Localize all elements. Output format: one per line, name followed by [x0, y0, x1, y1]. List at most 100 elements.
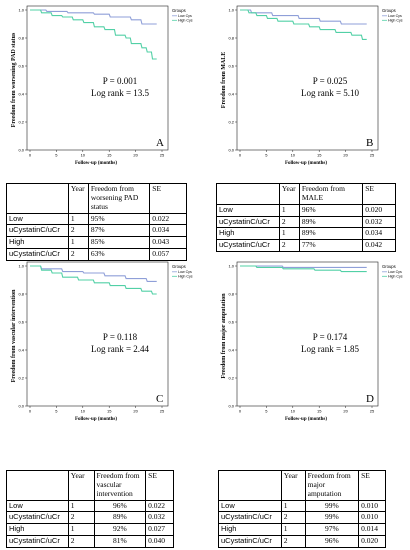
km-chart-d: 0.0 0.2 0.4 0.6 0.8 1.0 0 5 10 15 20 25 Follow-up (m…	[221, 261, 403, 422]
y-tick-label: 0.8	[228, 35, 234, 40]
km-chart-c: 0.0 0.2 0.4 0.6 0.8 1.0 0 5 10 15 20 25 Follow-up (m…	[11, 261, 193, 422]
y-tick-label: 0.6	[18, 319, 24, 324]
table-cell-se: 0.032	[362, 215, 396, 229]
table-row: uCystatinC/uCr 2 81% 0.040	[6, 535, 174, 548]
x-tick-label: 25	[370, 409, 375, 414]
km-chart-a: 0.0 0.2 0.4 0.6 0.8 1.0 0 5 10 15 20 25 Follow-up (m…	[11, 5, 193, 166]
table-cell-se: 0.014	[358, 523, 386, 537]
table-header-label	[6, 183, 69, 214]
p-value-label: P = 0.174	[313, 332, 348, 342]
table-header-se: SE	[358, 470, 386, 501]
table-cell-year: 2	[67, 248, 89, 261]
table-cell-group: High	[216, 227, 280, 241]
y-axis-title: Freedom from major amputation	[221, 293, 227, 379]
survival-table-amputation: Year Freedom from major amputation SE Lo…	[218, 470, 386, 548]
table-cell-freedom: 85%	[87, 236, 151, 250]
table-cell-se: 0.022	[145, 499, 174, 513]
y-tick-label: 0.2	[18, 375, 24, 380]
log-rank-label: Log rank = 2.44	[91, 344, 150, 354]
log-rank-label: Log rank = 5.10	[301, 88, 360, 98]
table-row: uCystatinC/uCr 2 89% 0.032	[216, 215, 396, 229]
legend-title: Groups	[172, 8, 186, 13]
table-cell-se: 0.020	[358, 535, 386, 548]
x-axis-title: Follow-up (months)	[75, 417, 117, 422]
table-row: Low 1 95% 0.022	[6, 212, 187, 226]
x-axis-title: Follow-up (months)	[285, 417, 327, 422]
table-cell-se: 0.020	[362, 203, 396, 217]
x-tick-label: 5	[55, 409, 58, 414]
table-header-label	[218, 470, 282, 501]
table-header-row: Year Freedom from worsening PAD status S…	[6, 183, 187, 214]
table-cell-year: 2	[67, 535, 95, 548]
table-header-freedom: Freedom from major amputation	[304, 470, 360, 501]
table-cell-year: 1	[280, 499, 306, 513]
table-cell-se: 0.010	[358, 499, 386, 513]
legend-label: Low Cys	[388, 14, 402, 18]
table-cell-freedom: 89%	[298, 215, 364, 229]
table-header-freedom: Freedom from MALE	[298, 183, 364, 205]
table-row: Low 1 96% 0.022	[6, 499, 174, 513]
series-line-low-cys	[30, 9, 157, 25]
series-line-low-cys	[30, 265, 157, 282]
x-tick-label: 0	[29, 153, 32, 158]
table-cell-group: uCystatinC/uCr	[6, 224, 69, 238]
y-axis-title: Freedom from worsening PAD status	[11, 32, 17, 127]
y-tick-label: 0.4	[18, 347, 24, 352]
table-cell-year: 1	[278, 227, 300, 241]
legend-label: High Cys	[388, 19, 403, 23]
y-tick-label: 0.8	[228, 291, 234, 296]
y-tick-label: 0.6	[228, 319, 234, 324]
y-tick-label: 0.0	[18, 147, 24, 152]
table-cell-group: Low	[6, 212, 69, 226]
table-cell-freedom: 99%	[304, 499, 360, 513]
x-tick-label: 10	[81, 409, 86, 414]
table-cell-freedom: 89%	[298, 227, 364, 241]
panel-letter: B	[366, 137, 373, 149]
legend-label: High Cys	[388, 275, 403, 279]
table-cell-freedom: 92%	[93, 523, 147, 537]
table-cell-freedom: 96%	[304, 535, 360, 548]
table-row: Low 1 99% 0.010	[218, 499, 386, 513]
legend-label: Low Cys	[178, 14, 192, 18]
survival-table-male: Year Freedom from MALE SE Low 1 96% 0.02…	[216, 183, 396, 253]
p-value-label: P = 0.001	[103, 76, 138, 86]
table-row: uCystatinC/uCr 2 63% 0.057	[6, 248, 187, 261]
y-tick-label: 0.2	[228, 119, 234, 124]
table-header-freedom: Freedom from vascular intervention	[93, 470, 147, 501]
table-cell-group: uCystatinC/uCr	[216, 215, 280, 229]
y-tick-label: 1.0	[18, 263, 24, 268]
table-cell-se: 0.034	[362, 227, 396, 241]
table-header-row: Year Freedom from MALE SE	[216, 183, 396, 205]
table-cell-freedom: 77%	[298, 239, 364, 253]
series-line-high-cys	[30, 265, 157, 295]
series-line-low-cys	[240, 265, 367, 268]
table-cell-year: 2	[278, 215, 300, 229]
x-tick-label: 20	[133, 153, 138, 158]
survival-table-pad: Year Freedom from worsening PAD status S…	[6, 183, 187, 261]
x-tick-label: 5	[265, 153, 268, 158]
table-cell-year: 1	[278, 203, 300, 217]
y-tick-label: 1.0	[228, 263, 234, 268]
y-axis-title: Freedom from MALE	[221, 52, 227, 108]
table-header-row: Year Freedom from vascular intervention …	[6, 470, 174, 501]
p-value-label: P = 0.118	[103, 332, 138, 342]
table-cell-freedom: 81%	[93, 535, 147, 548]
legend-title: Groups	[382, 8, 396, 13]
table-cell-freedom: 99%	[304, 511, 360, 525]
table-cell-freedom: 96%	[93, 499, 147, 513]
x-tick-label: 5	[55, 153, 58, 158]
table-row: uCystatinC/uCr 2 99% 0.010	[218, 511, 386, 525]
log-rank-label: Log rank = 13.5	[91, 88, 150, 98]
km-chart-b: 0.0 0.2 0.4 0.6 0.8 1.0 0 5 10 15 20 25 Follow-up (m…	[221, 5, 403, 166]
table-header-se: SE	[145, 470, 174, 501]
table-header-se: SE	[149, 183, 187, 214]
table-cell-year: 1	[67, 236, 89, 250]
table-cell-freedom: 87%	[87, 224, 151, 238]
table-cell-year: 2	[280, 535, 306, 548]
y-tick-label: 0.4	[228, 91, 234, 96]
table-cell-se: 0.057	[149, 248, 187, 261]
table-header-year: Year	[67, 183, 89, 214]
table-cell-year: 1	[67, 523, 95, 537]
table-cell-group: High	[6, 236, 69, 250]
table-cell-se: 0.010	[358, 511, 386, 525]
